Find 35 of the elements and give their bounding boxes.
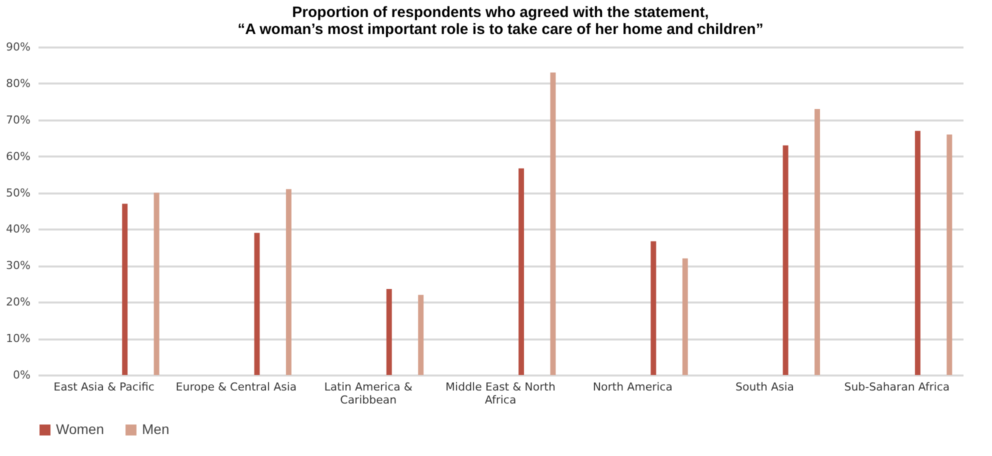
bar (154, 192, 160, 375)
x-tick-label: Sub-Saharan Africa (844, 380, 950, 394)
bar (254, 232, 260, 375)
y-tick-label: 70% (6, 113, 30, 126)
bar (914, 130, 920, 375)
y-tick-label: 10% (6, 332, 30, 346)
legend-label: Women (56, 421, 104, 437)
bar (518, 168, 524, 375)
bar (550, 72, 556, 375)
bar (418, 294, 424, 375)
chart-subtitle: “A woman’s most important role is to take care of her home and children” (238, 21, 764, 38)
bar (286, 189, 292, 375)
y-tick-label: 80% (6, 76, 30, 90)
bar (814, 108, 820, 375)
y-tick-label: 30% (6, 259, 30, 272)
y-tick-label: 90% (6, 40, 30, 54)
bar (782, 145, 788, 375)
x-tick-label: Middle East & North Africa (446, 380, 556, 406)
bar (682, 258, 688, 375)
x-tick-label: Latin America & Caribbean (324, 380, 413, 406)
y-tick-label: 60% (6, 150, 30, 163)
x-tick-label: East Asia & Pacific (54, 380, 154, 394)
y-tick-label: 40% (6, 222, 30, 236)
bar (946, 134, 952, 375)
x-tick-label: Europe & Central Asia (176, 380, 297, 394)
x-tick-label: South Asia (736, 380, 794, 394)
bar (386, 288, 392, 375)
chart-title: Proportion of respondents who agreed with the statement, (292, 4, 709, 21)
x-tick-label: North America (592, 380, 672, 394)
bar (122, 204, 128, 375)
y-tick-label: 50% (6, 186, 30, 200)
bar (650, 241, 656, 375)
legend-label: Men (142, 421, 170, 437)
y-tick-label: 20% (6, 296, 30, 309)
y-tick-label: 0% (13, 368, 30, 382)
